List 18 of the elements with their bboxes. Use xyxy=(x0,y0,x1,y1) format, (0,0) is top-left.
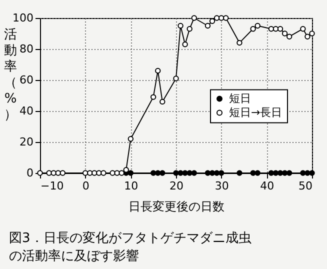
legend-label: 短日→長日 xyxy=(229,106,282,119)
text: 図3．日長の変化がフタトゲチマダニ成虫の活動率に及ぼす影響 xyxy=(9,230,252,264)
y-tick-label: 80 xyxy=(20,42,34,56)
y-tick-label: 60 xyxy=(20,74,34,86)
y-tick-label: 20 xyxy=(20,136,34,148)
y-axis-title: 活動率（%） xyxy=(4,28,17,122)
x-tick-label: 10 xyxy=(124,180,138,192)
x-tick-label: 50 xyxy=(298,180,312,192)
x-tick-label: 40 xyxy=(260,180,274,192)
x-tick-label: −10 xyxy=(40,180,64,192)
x-axis-title: 日長変更後の日数 xyxy=(128,200,224,214)
y-tick-label: 100 xyxy=(12,12,34,24)
x-tick-label: 20 xyxy=(170,180,184,192)
y-tick-label: 0 xyxy=(26,166,34,180)
y-tick-label: 40 xyxy=(20,104,34,118)
x-tick-label: 30 xyxy=(214,180,229,192)
legend-label: 短日 xyxy=(229,92,251,105)
x-tick-label: 0 xyxy=(82,180,90,192)
